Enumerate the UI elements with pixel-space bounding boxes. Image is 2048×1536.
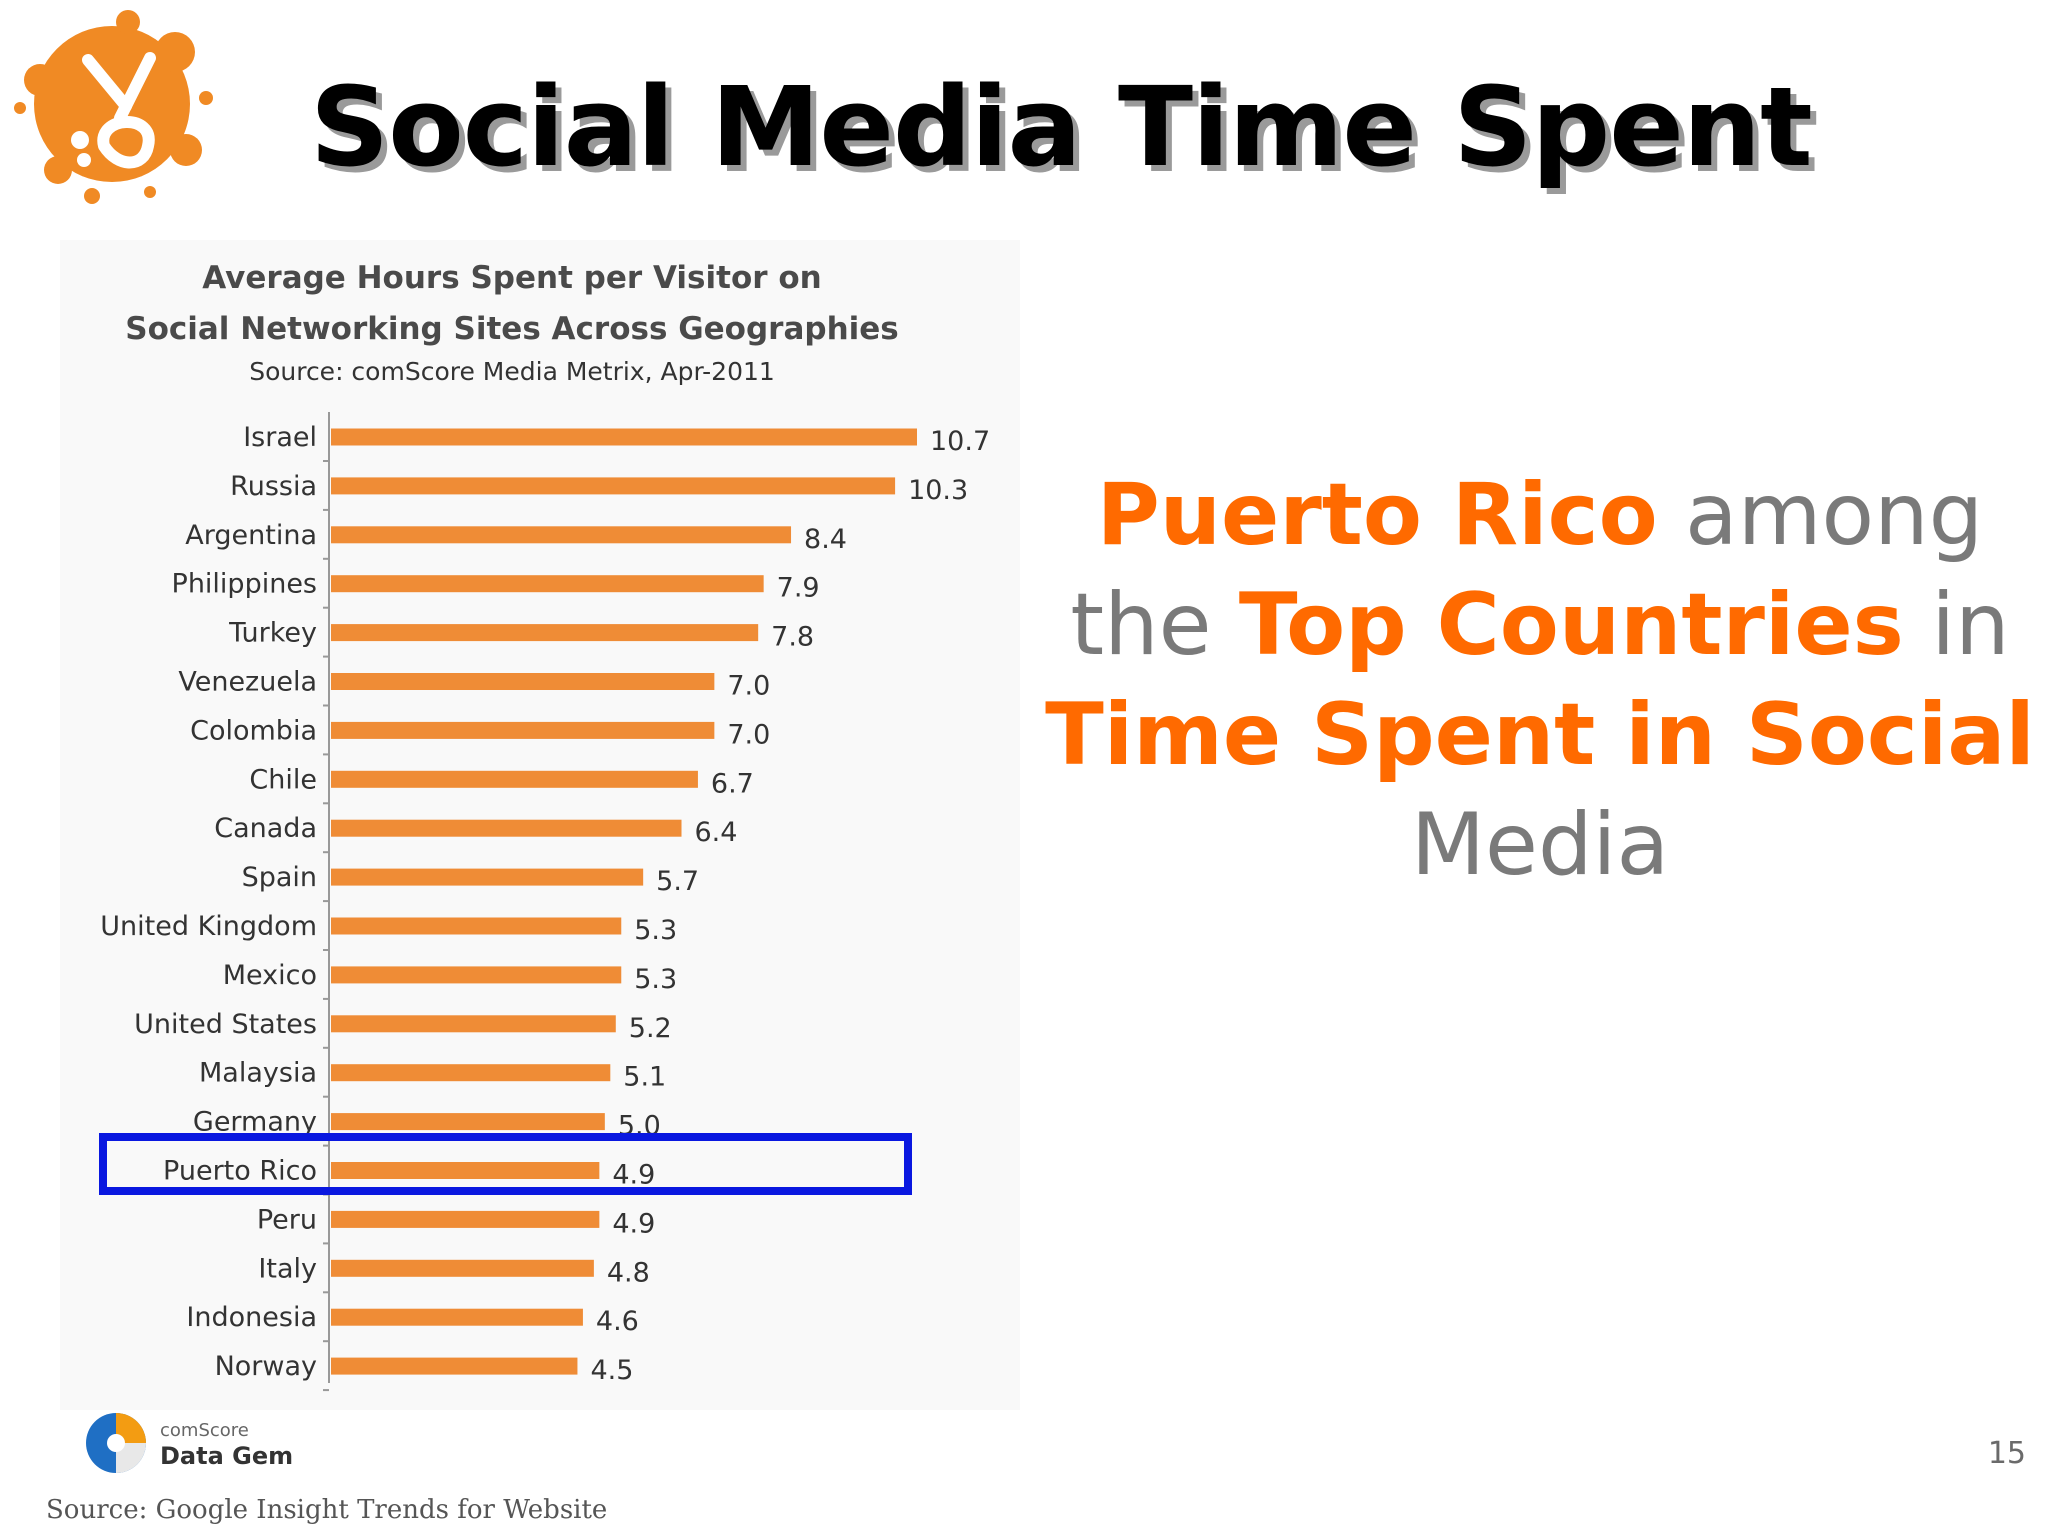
page-number: 15 [1987, 1436, 2026, 1471]
category-label-mexico: Mexico [223, 960, 317, 991]
category-label-germany: Germany [193, 1107, 317, 1138]
value-label-russia: 10.3 [908, 475, 968, 506]
category-label-turkey: Turkey [228, 618, 317, 649]
value-label-norway: 4.5 [590, 1355, 633, 1386]
bar-norway [331, 1357, 578, 1375]
bar-mexico [331, 966, 622, 984]
value-label-peru: 4.9 [612, 1208, 655, 1239]
value-label-colombia: 7.0 [727, 719, 770, 750]
value-label-indonesia: 4.6 [596, 1306, 639, 1337]
callout-text-among: among the [1070, 465, 1984, 675]
comscore-wordmark: comScore [160, 1420, 249, 1441]
category-label-puerto-rico: Puerto Rico [163, 1156, 317, 1187]
category-label-spain: Spain [242, 862, 317, 893]
category-label-argentina: Argentina [185, 520, 317, 551]
puerto-rico-highlight-box [99, 1133, 912, 1195]
bar-israel [331, 428, 917, 446]
chart-subtitle: Source: comScore Media Metrix, Apr-2011 [249, 357, 775, 386]
bar-russia [331, 477, 896, 495]
bar-turkey [331, 624, 759, 642]
callout-highlight-puerto-rico: Puerto Rico [1096, 465, 1658, 565]
data-gem-wordmark: Data Gem [160, 1442, 293, 1470]
value-label-philippines: 7.9 [777, 573, 820, 604]
category-label-chile: Chile [249, 764, 317, 795]
chart-title-line1: Average Hours Spent per Visitor on [202, 260, 821, 296]
bar-germany [331, 1113, 605, 1131]
bar-indonesia [331, 1308, 583, 1326]
bar-peru [331, 1210, 600, 1228]
category-label-israel: Israel [243, 422, 317, 453]
value-label-puerto-rico: 4.9 [612, 1160, 655, 1191]
bar-united-kingdom [331, 917, 622, 935]
category-label-venezuela: Venezuela [178, 667, 317, 698]
chart-title-line2: Social Networking Sites Across Geographi… [125, 311, 899, 347]
callout-highlight-time-spent: Time Spent in Social [1045, 685, 2035, 785]
category-label-colombia: Colombia [190, 715, 317, 746]
bar-canada [331, 819, 682, 837]
value-label-argentina: 8.4 [804, 524, 847, 555]
bar-italy [331, 1259, 594, 1277]
value-label-spain: 5.7 [656, 866, 699, 897]
bar-malaysia [331, 1064, 611, 1082]
category-label-philippines: Philippines [172, 569, 317, 600]
value-label-chile: 6.7 [711, 768, 754, 799]
category-label-canada: Canada [214, 813, 317, 844]
value-label-italy: 4.8 [607, 1257, 650, 1288]
value-label-united-states: 5.2 [629, 1013, 672, 1044]
category-label-peru: Peru [257, 1204, 317, 1235]
orange-splash-logo [14, 10, 213, 204]
bar-colombia [331, 721, 715, 739]
bar-puerto-rico [331, 1162, 600, 1179]
value-label-united-kingdom: 5.3 [634, 915, 677, 946]
callout-text-in: in [1903, 575, 2010, 675]
callout-highlight-top-countries: Top Countries [1238, 575, 1904, 675]
value-label-canada: 6.4 [695, 817, 738, 848]
bar-chile [331, 770, 698, 788]
bar-argentina [331, 526, 792, 544]
callout-text-media: Media [1410, 795, 1670, 895]
category-label-malaysia: Malaysia [199, 1058, 317, 1089]
bar-united-states [331, 1015, 616, 1033]
bar-spain [331, 868, 644, 886]
value-label-venezuela: 7.0 [727, 671, 770, 702]
callout-text: Puerto Rico among the Top Countries in T… [1040, 460, 2040, 900]
category-label-united-states: United States [134, 1009, 317, 1040]
bar-philippines [331, 575, 764, 593]
category-label-russia: Russia [230, 471, 317, 502]
comscore-data-gem-logo: comScore Data Gem [86, 1413, 293, 1473]
bar-chart: Average Hours Spent per Visitor on Socia… [60, 240, 1020, 1410]
value-label-malaysia: 5.1 [623, 1062, 666, 1093]
bar-venezuela [331, 673, 715, 690]
value-label-israel: 10.7 [930, 426, 990, 457]
value-label-mexico: 5.3 [634, 964, 677, 995]
category-label-united-kingdom: United Kingdom [100, 911, 317, 942]
slide-title: Social Media Time Spent [310, 63, 1813, 191]
source-note: Source: Google Insight Trends for Websit… [46, 1495, 608, 1525]
category-label-italy: Italy [258, 1253, 317, 1284]
value-label-turkey: 7.8 [771, 622, 814, 653]
category-label-norway: Norway [215, 1351, 317, 1382]
category-label-indonesia: Indonesia [186, 1302, 317, 1333]
